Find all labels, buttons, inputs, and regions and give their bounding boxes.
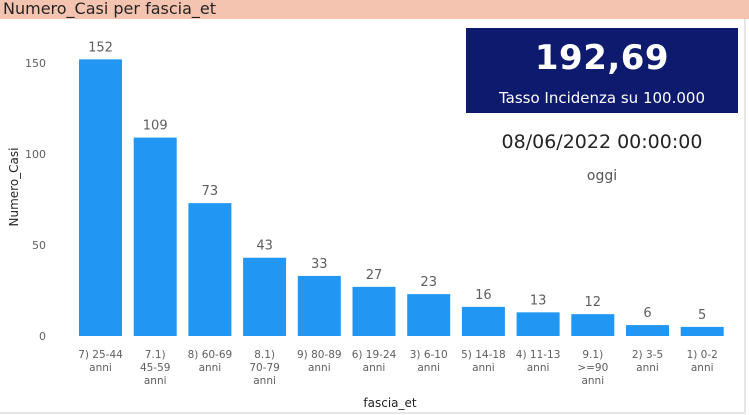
x-tick-label: anni <box>417 362 440 374</box>
x-tick-label: 1) 0-2 <box>687 349 718 361</box>
x-tick-label: 8.1) <box>254 349 275 361</box>
y-axis-title: Numero_Casi <box>7 148 21 227</box>
data-label: 27 <box>366 268 383 283</box>
data-label: 16 <box>475 288 492 303</box>
bar[interactable] <box>79 59 122 337</box>
y-tick-label: 50 <box>32 239 46 252</box>
x-tick-label: 70-79 <box>249 362 280 374</box>
chart-title-bar: Numero_Casi per fascia_et <box>0 0 749 19</box>
data-label: 6 <box>643 306 651 321</box>
bar[interactable] <box>297 275 341 336</box>
kpi-value: 192,69 <box>534 38 670 78</box>
kpi-card[interactable]: 192,69 Tasso Incidenza su 100.000 <box>466 28 738 113</box>
y-tick-label: 100 <box>25 148 46 161</box>
bar[interactable] <box>461 306 505 336</box>
data-label: 5 <box>698 308 706 323</box>
bar[interactable] <box>571 314 615 336</box>
bar[interactable] <box>680 326 724 336</box>
data-label: 33 <box>311 257 328 272</box>
x-tick-label: anni <box>253 375 276 387</box>
bar[interactable] <box>133 137 177 336</box>
data-label: 43 <box>256 239 273 254</box>
x-tick-label: anni <box>581 375 604 387</box>
x-tick-label: anni <box>199 362 222 374</box>
bar[interactable] <box>352 286 396 336</box>
bar[interactable] <box>243 257 287 336</box>
x-tick-label: 6) 19-24 <box>352 349 397 361</box>
visual-frame <box>0 19 746 414</box>
data-label: 12 <box>585 295 602 310</box>
x-tick-label: anni <box>636 362 659 374</box>
x-tick-label: anni <box>472 362 495 374</box>
bar[interactable] <box>626 325 669 336</box>
data-label: 23 <box>420 275 437 290</box>
x-tick-label: anni <box>691 362 714 374</box>
x-tick-label: anni <box>308 362 331 374</box>
data-label: 13 <box>530 293 547 308</box>
data-label: 109 <box>143 119 168 134</box>
date-value: 08/06/2022 00:00:00 <box>501 131 703 153</box>
x-tick-label: 45-59 <box>140 362 171 374</box>
x-tick-label: >=90 <box>577 362 608 374</box>
bar[interactable] <box>516 312 560 336</box>
x-axis-title: fascia_et <box>363 396 416 410</box>
x-tick-label: 4) 11-13 <box>516 349 561 361</box>
y-tick-label: 0 <box>39 330 46 343</box>
chart-title: Numero_Casi per fascia_et <box>3 0 216 18</box>
x-tick-label: 9) 80-89 <box>297 349 342 361</box>
x-tick-label: 7) 25-44 <box>78 349 123 361</box>
x-tick-label: 8) 60-69 <box>188 349 233 361</box>
date-label: oggi <box>586 168 618 184</box>
bar[interactable] <box>407 294 451 336</box>
x-tick-label: anni <box>89 362 112 374</box>
x-tick-label: anni <box>363 362 386 374</box>
data-label: 73 <box>202 184 219 199</box>
x-tick-label: 7.1) <box>145 349 166 361</box>
x-tick-label: anni <box>144 375 167 387</box>
data-label: 152 <box>88 40 113 55</box>
x-tick-label: anni <box>527 362 550 374</box>
y-tick-label: 150 <box>25 57 46 70</box>
x-tick-label: 2) 3-5 <box>632 349 663 361</box>
x-tick-label: 3) 6-10 <box>410 349 448 361</box>
bar[interactable] <box>188 203 232 336</box>
x-tick-label: 9.1) <box>582 349 603 361</box>
x-tick-label: 5) 14-18 <box>461 349 506 361</box>
kpi-label: Tasso Incidenza su 100.000 <box>498 89 705 107</box>
